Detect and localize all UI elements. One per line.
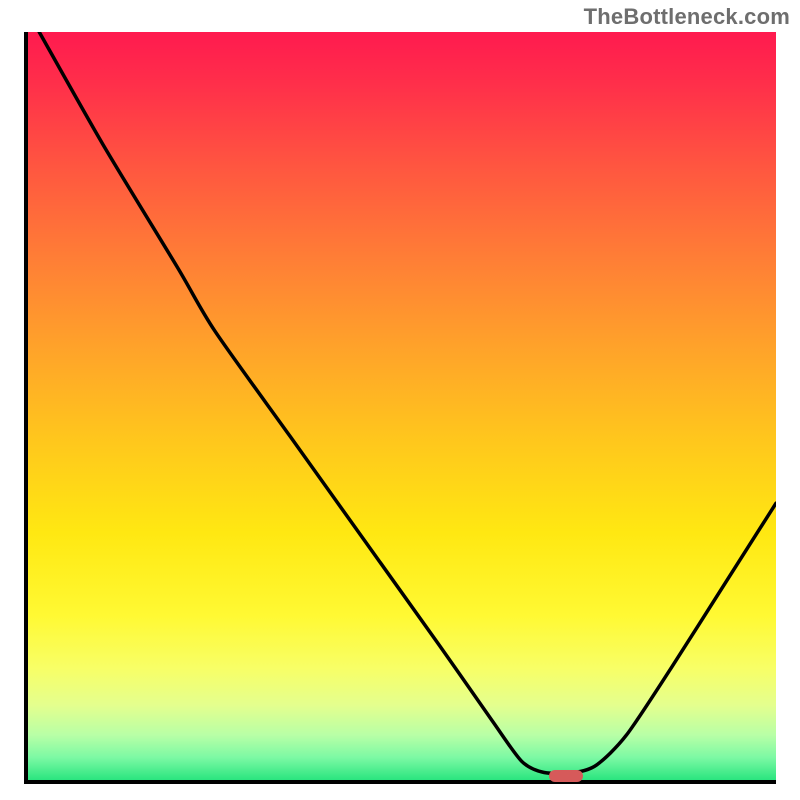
plot-area <box>24 32 776 784</box>
bottleneck-chart: TheBottleneck.com <box>0 0 800 800</box>
gradient-background <box>28 32 776 780</box>
watermark-text: TheBottleneck.com <box>584 4 790 30</box>
optimal-point-marker <box>549 770 583 782</box>
